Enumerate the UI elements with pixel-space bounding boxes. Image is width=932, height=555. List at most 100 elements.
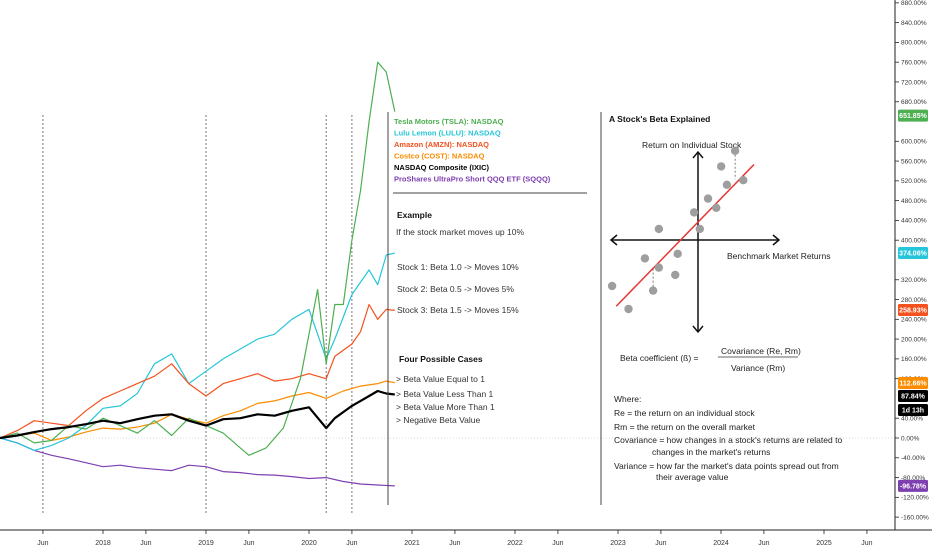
series-line-3	[0, 380, 395, 442]
example-line-3: Stock 3: Beta 1.5 -> Moves 15%	[397, 305, 519, 315]
beta-diagram: A Stock's Beta Explained Return on Indiv…	[607, 114, 842, 482]
scatter-point	[654, 263, 664, 272]
y-tick-label: 840.00%	[901, 20, 927, 27]
y-tick-label: 240.00%	[901, 317, 927, 324]
legend-item-3: Amazon (AMZN): NASDAQ	[394, 140, 489, 149]
value-badge-text: 651.85%	[899, 113, 927, 120]
case-line-4: > Negative Beta Value	[396, 415, 480, 425]
value-badge-text: 1d 13h	[902, 408, 924, 415]
scatter-point	[722, 180, 732, 189]
scatter-point	[716, 162, 726, 171]
y-tick-label: 520.00%	[901, 178, 927, 185]
scatter-point	[624, 304, 633, 314]
y-tick-label: 680.00%	[901, 99, 927, 106]
y-tick-label: 560.00%	[901, 158, 927, 165]
scatter-point	[695, 224, 705, 234]
scatter-point	[703, 194, 713, 203]
x-tick-label: Jun	[861, 540, 872, 547]
arrow-right-icon	[772, 234, 781, 246]
y-tick-label: -40.00%	[901, 455, 925, 462]
arrow-up-icon	[692, 150, 704, 159]
value-badge-text: 258.93%	[899, 307, 927, 314]
x-tick-label: 2019	[198, 540, 214, 547]
legend-item-5: NASDAQ Composite (IXIC)	[394, 163, 490, 172]
definition-variance-cont: their average value	[656, 472, 729, 482]
y-tick-label: 280.00%	[901, 297, 927, 304]
x-tick-label: Jun	[758, 540, 769, 547]
scatter-point	[607, 281, 617, 291]
y-tick-label: 0.00%	[901, 435, 920, 442]
scatter-point	[730, 146, 740, 155]
x-tick-label: 2025	[816, 540, 832, 547]
scatter-point	[739, 176, 748, 185]
series-line-2	[0, 303, 395, 439]
x-tick-label: Jun	[552, 540, 563, 547]
legend-item-2: Lulu Lemon (LULU): NASDAQ	[394, 129, 501, 138]
example-heading: Example	[397, 210, 432, 220]
y-tick-label: 200.00%	[901, 336, 927, 343]
definition-re: Re = the return on an individual stock	[614, 408, 755, 418]
y-tick-label: 320.00%	[901, 277, 927, 284]
beta-title: A Stock's Beta Explained	[609, 114, 710, 124]
x-tick-label: 2022	[507, 540, 523, 547]
beta-x-axis-label: Benchmark Market Returns	[727, 251, 830, 261]
case-line-2: > Beta Value Less Than 1	[396, 389, 494, 399]
beta-formula-label: Beta coefficient (ß) =	[620, 353, 699, 363]
definition-covariance: Covariance = how changes in a stock's re…	[614, 435, 842, 445]
regression-line	[615, 164, 755, 307]
scatter-point	[640, 254, 650, 263]
y-tick-label: 760.00%	[901, 59, 927, 66]
x-tick-label: Jun	[449, 540, 460, 547]
arrow-down-icon	[692, 325, 704, 334]
y-tick-label: -120.00%	[901, 495, 929, 502]
value-badge-text: 87.84%	[901, 394, 926, 401]
value-badge-text: 374.06%	[899, 251, 927, 258]
value-badge-text: -96.78%	[900, 483, 927, 490]
case-line-1: > Beta Value Equal to 1	[396, 374, 485, 384]
x-tick-label: 2021	[404, 540, 420, 547]
scatter-point	[712, 203, 721, 212]
value-badge-5: 87.84%	[898, 390, 928, 402]
x-tick-label: 2023	[610, 540, 626, 547]
y-tick-label: 880.00%	[901, 0, 927, 7]
example-line-1: Stock 1: Beta 1.0 -> Moves 10%	[397, 262, 519, 272]
y-tick-label: 720.00%	[901, 79, 927, 86]
value-badge-7: -96.78%	[898, 479, 928, 492]
legend-item-6: ProShares UltraPro Short QQQ ETF (SQQQ)	[394, 175, 551, 184]
value-badge-4: 112.66%	[898, 377, 928, 389]
value-badge-2: 374.06%	[898, 247, 928, 260]
where-heading: Where:	[614, 394, 641, 404]
value-badge-text: 112.66%	[899, 381, 927, 388]
x-tick-label: Jun	[37, 540, 48, 547]
definition-covariance-cont: changes in the market's returns	[652, 447, 770, 457]
value-badge-3: 258.93%	[898, 303, 928, 316]
value-badge-1: 651.85%	[898, 109, 928, 122]
x-tick-label: Jun	[243, 540, 254, 547]
series-line-4	[0, 389, 395, 440]
x-tick-label: 2018	[95, 540, 111, 547]
legend-item-1: Tesla Motors (TSLA): NASDAQ	[394, 117, 504, 126]
legend-item-4: Costco (COST): NASDAQ	[394, 152, 485, 161]
y-tick-label: 40.00%	[901, 416, 923, 423]
scatter-point	[673, 249, 682, 258]
y-tick-label: 480.00%	[901, 198, 927, 205]
y-tick-label: -80.00%	[901, 475, 925, 482]
y-tick-label: 800.00%	[901, 40, 927, 47]
cases-heading: Four Possible Cases	[399, 354, 483, 364]
y-tick-label: -160.00%	[901, 514, 929, 521]
definition-rm: Rm = the return on the overall market	[614, 422, 756, 432]
x-tick-label: Jun	[655, 540, 666, 547]
scatter-point	[671, 270, 680, 280]
value-badge-6: 1d 13h	[898, 404, 928, 416]
x-tick-label: Jun	[140, 540, 151, 547]
definition-variance: Variance = how far the market's data poi…	[614, 461, 839, 471]
y-tick-label: 160.00%	[901, 356, 927, 363]
beta-denominator: Variance (Rm)	[731, 363, 785, 373]
x-tick-label: 2024	[713, 540, 729, 547]
scatter-point	[648, 286, 658, 295]
y-tick-label: 440.00%	[901, 218, 927, 225]
arrow-left-icon	[609, 234, 618, 246]
x-tick-label: Jun	[346, 540, 357, 547]
case-line-3: > Beta Value More Than 1	[396, 402, 495, 412]
